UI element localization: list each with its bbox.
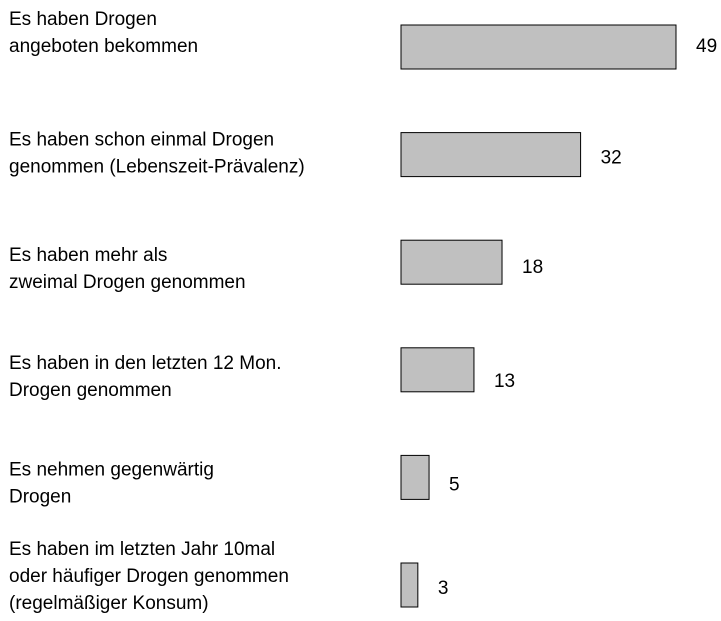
category-label: Es haben schon einmal Drogen [9,130,274,151]
category-label: oder häufiger Drogen genommen [9,566,289,587]
category-label: Es haben Drogen [9,9,157,30]
category-label: Es nehmen gegenwärtig [9,459,214,480]
category-label: (regelmäßiger Konsum) [9,593,209,614]
value-label: 5 [449,474,460,495]
category-label: Es haben in den letzten 12 Mon. [9,353,282,374]
value-label: 49 [696,36,717,57]
category-label: zweimal Drogen genommen [9,272,246,293]
bar [400,454,430,500]
value-label: 13 [494,371,515,392]
value-label: 32 [601,148,622,169]
bar [400,562,419,608]
category-label: angeboten bekommen [9,36,198,57]
value-label: 3 [438,578,449,599]
category-label: genommen (Lebenszeit-Prävalenz) [9,157,305,178]
category-label: Es haben mehr als [9,245,167,266]
category-label: Drogen genommen [9,380,172,401]
category-label: Es haben im letzten Jahr 10mal [9,539,275,560]
bar [400,24,677,70]
bar [400,132,582,178]
value-label: 18 [522,257,543,278]
bar [400,239,503,285]
bar [400,347,475,393]
category-label: Drogen [9,486,71,507]
